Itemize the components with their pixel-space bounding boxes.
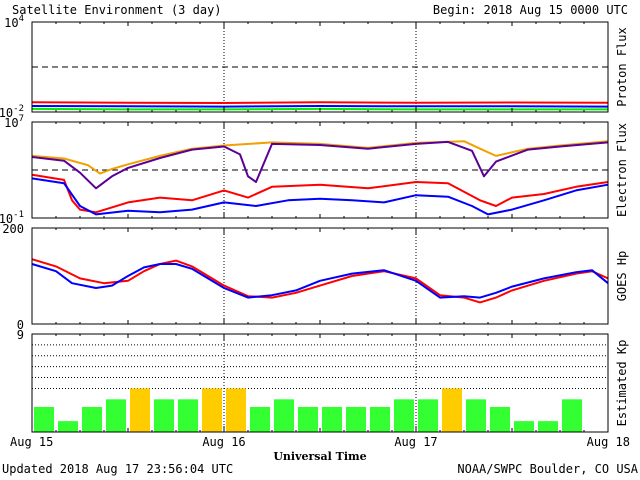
electron-flux-series-blue (31, 177, 609, 216)
kp-bar (514, 421, 534, 432)
kp-bar (202, 388, 222, 432)
goes-hp-y-tick-label: 0 (17, 318, 24, 332)
electron-flux-y-tick-label: 107 (4, 114, 24, 130)
x-tick-label: Aug 17 (394, 435, 437, 449)
goes-hp-series-red (31, 258, 609, 304)
updated-timestamp: Updated 2018 Aug 17 23:56:04 UTC (2, 462, 233, 476)
electron-flux-y-tick-label: 10-1 (0, 210, 24, 226)
electron-flux-series-red (31, 173, 609, 214)
proton-flux-y-tick-label: 10-2 (0, 104, 24, 120)
kp-bar (538, 421, 558, 432)
x-tick-label: Aug 15 (10, 435, 53, 449)
electron-flux-frame (31, 121, 609, 219)
estimated-kp-y-tick-label: 9 (17, 328, 24, 342)
kp-bar (130, 388, 150, 432)
kp-bar (394, 399, 414, 432)
kp-bar (274, 399, 294, 432)
proton-flux-y-tick-label: 104 (4, 14, 24, 30)
kp-bar (226, 388, 246, 432)
proton-flux-frame (31, 21, 609, 113)
kp-bar (418, 399, 438, 432)
goes-hp-y-label: GOES Hp (615, 251, 629, 302)
electron-flux-series-orange (31, 140, 609, 175)
kp-bar (58, 421, 78, 432)
x-tick-label: Aug 16 (202, 435, 245, 449)
kp-bar (154, 399, 174, 432)
proton-flux-series-red (31, 101, 609, 104)
electron-flux-y-label: Electron Flux (615, 123, 629, 217)
kp-bar (490, 406, 510, 432)
kp-bar (442, 388, 462, 432)
kp-bar (562, 399, 582, 432)
kp-bar (466, 399, 486, 432)
begin-time: Begin: 2018 Aug 15 0000 UTC (433, 3, 628, 17)
electron-flux-series-purple (31, 140, 609, 190)
credit-text: NOAA/SWPC Boulder, CO USA (457, 462, 638, 476)
x-tick-label: Aug 18 (587, 435, 630, 449)
goes-hp-series-blue (31, 263, 609, 299)
proton-flux-series-blue (31, 105, 609, 108)
proton-flux-y-label: Proton Flux (615, 27, 629, 106)
kp-bar (34, 406, 54, 432)
goes-hp-y-tick-label: 200 (2, 222, 24, 236)
x-axis-label: Universal Time (273, 450, 366, 463)
kp-bar (346, 406, 366, 432)
kp-bar (322, 406, 342, 432)
kp-bar (178, 399, 198, 432)
figure-title: Satellite Environment (3 day) (12, 3, 222, 17)
estimated-kp-y-label: Estimated Kp (615, 340, 629, 427)
kp-bar (370, 406, 390, 432)
kp-bar (82, 406, 102, 432)
kp-bar (298, 406, 318, 432)
goes-hp-frame (31, 227, 609, 325)
panels: 104 10-2 Proton Flux 107 10-1 Electron Flux 20… (0, 14, 630, 449)
kp-bar (106, 399, 126, 432)
kp-bar (250, 406, 270, 432)
